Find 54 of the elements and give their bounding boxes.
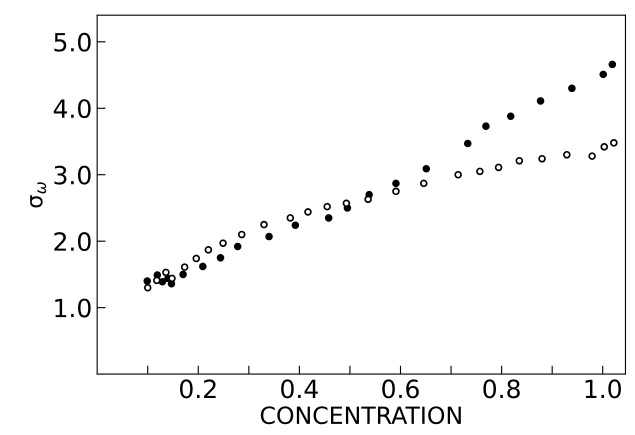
point (199, 262, 207, 270)
x-tick-label: 0.6 (382, 379, 419, 398)
point (536, 97, 544, 105)
point (422, 164, 430, 173)
x-tick-label: 0.4 (281, 379, 318, 398)
point (420, 180, 428, 188)
y-tick-label: 3.0 (54, 166, 91, 185)
point (323, 202, 331, 210)
x-tick-label: 1.0 (586, 379, 621, 398)
point (162, 268, 170, 276)
point (364, 196, 372, 204)
point (482, 122, 490, 130)
x-axis-title: CONCENTRATION (260, 406, 461, 424)
y-axis-title: σ$_{ω}$ (30, 182, 46, 208)
point (516, 156, 524, 165)
point (144, 284, 152, 292)
point (563, 151, 571, 159)
y-tick-label: 5.0 (54, 32, 91, 52)
point (392, 188, 400, 196)
point (180, 263, 188, 271)
point (238, 230, 246, 238)
y-tick-label: 1.0 (55, 298, 91, 318)
point (324, 214, 332, 222)
point (216, 254, 224, 262)
point (568, 84, 576, 92)
point (538, 154, 546, 163)
point (304, 208, 312, 216)
point (464, 140, 472, 148)
point (219, 239, 227, 247)
point (610, 139, 618, 147)
point (588, 152, 596, 160)
point (265, 232, 273, 240)
point (608, 60, 616, 68)
point (292, 221, 300, 230)
point (342, 200, 350, 208)
point (153, 276, 161, 284)
point (234, 242, 242, 250)
point (454, 170, 462, 179)
y-tick-label: 4.0 (54, 99, 91, 118)
point (600, 143, 608, 151)
point (506, 112, 514, 120)
point (143, 277, 151, 285)
point (599, 70, 608, 78)
y-tick-label: 2.0 (54, 232, 91, 252)
point (179, 270, 187, 278)
point (392, 180, 400, 188)
point (286, 214, 294, 222)
point (494, 164, 502, 172)
point (204, 246, 212, 254)
x-tick-label: 0.8 (483, 379, 520, 398)
point (260, 220, 268, 228)
point (476, 168, 484, 176)
x-tick-label: 0.2 (180, 379, 216, 398)
point (192, 254, 200, 262)
